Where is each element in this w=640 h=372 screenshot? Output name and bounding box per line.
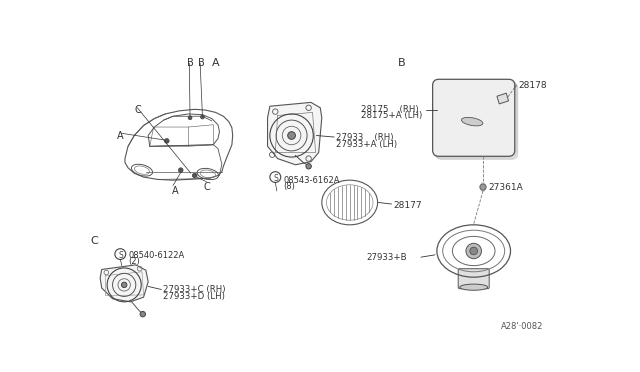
Text: C: C: [204, 183, 211, 192]
FancyBboxPatch shape: [458, 269, 489, 289]
Circle shape: [140, 311, 145, 317]
Circle shape: [193, 173, 197, 178]
Text: 27361A: 27361A: [488, 183, 523, 192]
Text: 27933+A (LH): 27933+A (LH): [336, 140, 397, 149]
Text: B: B: [398, 58, 405, 68]
Text: 28175+A (LH): 28175+A (LH): [362, 111, 422, 120]
Text: C: C: [134, 105, 141, 115]
Text: 08540-6122A: 08540-6122A: [128, 251, 184, 260]
Text: B: B: [187, 58, 194, 68]
Text: A: A: [116, 131, 123, 141]
Circle shape: [466, 243, 481, 259]
Circle shape: [480, 184, 486, 190]
FancyBboxPatch shape: [433, 79, 515, 156]
Text: 27933+D (LH): 27933+D (LH): [163, 292, 225, 301]
Text: 08543-6162A: 08543-6162A: [283, 176, 340, 185]
Text: 28178: 28178: [518, 81, 547, 90]
Text: A: A: [212, 58, 220, 68]
Ellipse shape: [461, 118, 483, 126]
Polygon shape: [497, 93, 509, 104]
Circle shape: [164, 139, 169, 143]
Text: 27933+B: 27933+B: [367, 253, 408, 262]
Polygon shape: [100, 265, 148, 302]
Polygon shape: [268, 102, 322, 165]
Text: A28'·0082: A28'·0082: [501, 322, 543, 331]
Text: 28177: 28177: [393, 201, 422, 210]
Text: B: B: [198, 58, 205, 68]
Text: S: S: [273, 174, 278, 183]
Text: C: C: [91, 235, 99, 246]
Circle shape: [470, 247, 477, 255]
Ellipse shape: [460, 284, 488, 290]
Text: (2): (2): [128, 257, 140, 266]
Circle shape: [288, 132, 296, 140]
Text: (8): (8): [283, 182, 295, 191]
Circle shape: [122, 282, 127, 288]
Text: 27933+C (RH): 27933+C (RH): [163, 285, 225, 294]
Circle shape: [200, 115, 204, 119]
Circle shape: [188, 116, 192, 120]
Text: 28175    (RH): 28175 (RH): [362, 105, 419, 114]
Text: S: S: [118, 251, 123, 260]
Text: A: A: [172, 186, 178, 196]
Circle shape: [306, 164, 311, 169]
Circle shape: [179, 168, 183, 173]
Text: 27933    (RH): 27933 (RH): [336, 133, 393, 142]
